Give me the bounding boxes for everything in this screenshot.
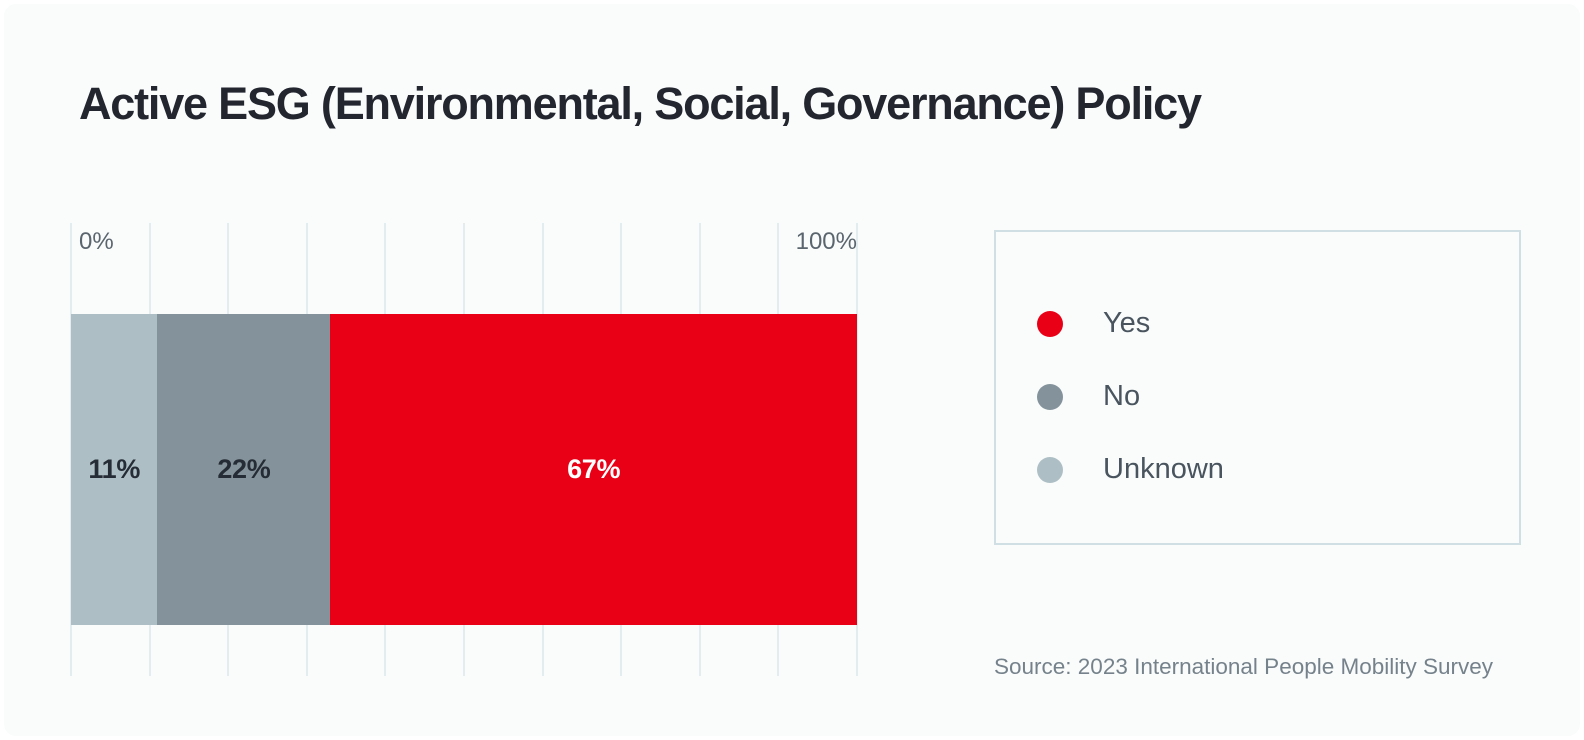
axis-label-max: 100% xyxy=(795,228,857,255)
legend-item-yes: Yes xyxy=(1037,307,1519,340)
plot-area: 0% 100% 11% 22% 67% xyxy=(70,223,858,676)
bar-segment-label: 22% xyxy=(217,454,271,484)
gridline xyxy=(856,223,858,676)
legend-item-label: No xyxy=(1103,380,1141,412)
legend-item-no: No xyxy=(1037,380,1519,413)
legend-item-label: Unknown xyxy=(1103,453,1224,485)
legend: Yes No Unknown xyxy=(994,230,1521,545)
legend-dot-icon xyxy=(1037,310,1063,337)
stacked-bar: 11% 22% 67% xyxy=(71,314,857,625)
chart-title: Active ESG (Environmental, Social, Gover… xyxy=(79,78,1202,129)
legend-item-label: Yes xyxy=(1103,307,1151,339)
bar-segment-label: 11% xyxy=(88,454,141,484)
legend-dot-icon xyxy=(1037,383,1063,410)
bar-segment-label: 67% xyxy=(567,454,621,484)
bar-segment-yes: 67% xyxy=(330,314,857,625)
bar-segment-no: 22% xyxy=(157,314,331,625)
legend-item-unknown: Unknown xyxy=(1037,453,1519,486)
source-note: Source: 2023 International People Mobili… xyxy=(994,654,1494,679)
axis-label-min: 0% xyxy=(79,228,114,255)
chart-card: Active ESG (Environmental, Social, Gover… xyxy=(4,4,1580,736)
bar-segment-unknown: 11% xyxy=(71,314,158,625)
legend-dot-icon xyxy=(1037,456,1063,483)
